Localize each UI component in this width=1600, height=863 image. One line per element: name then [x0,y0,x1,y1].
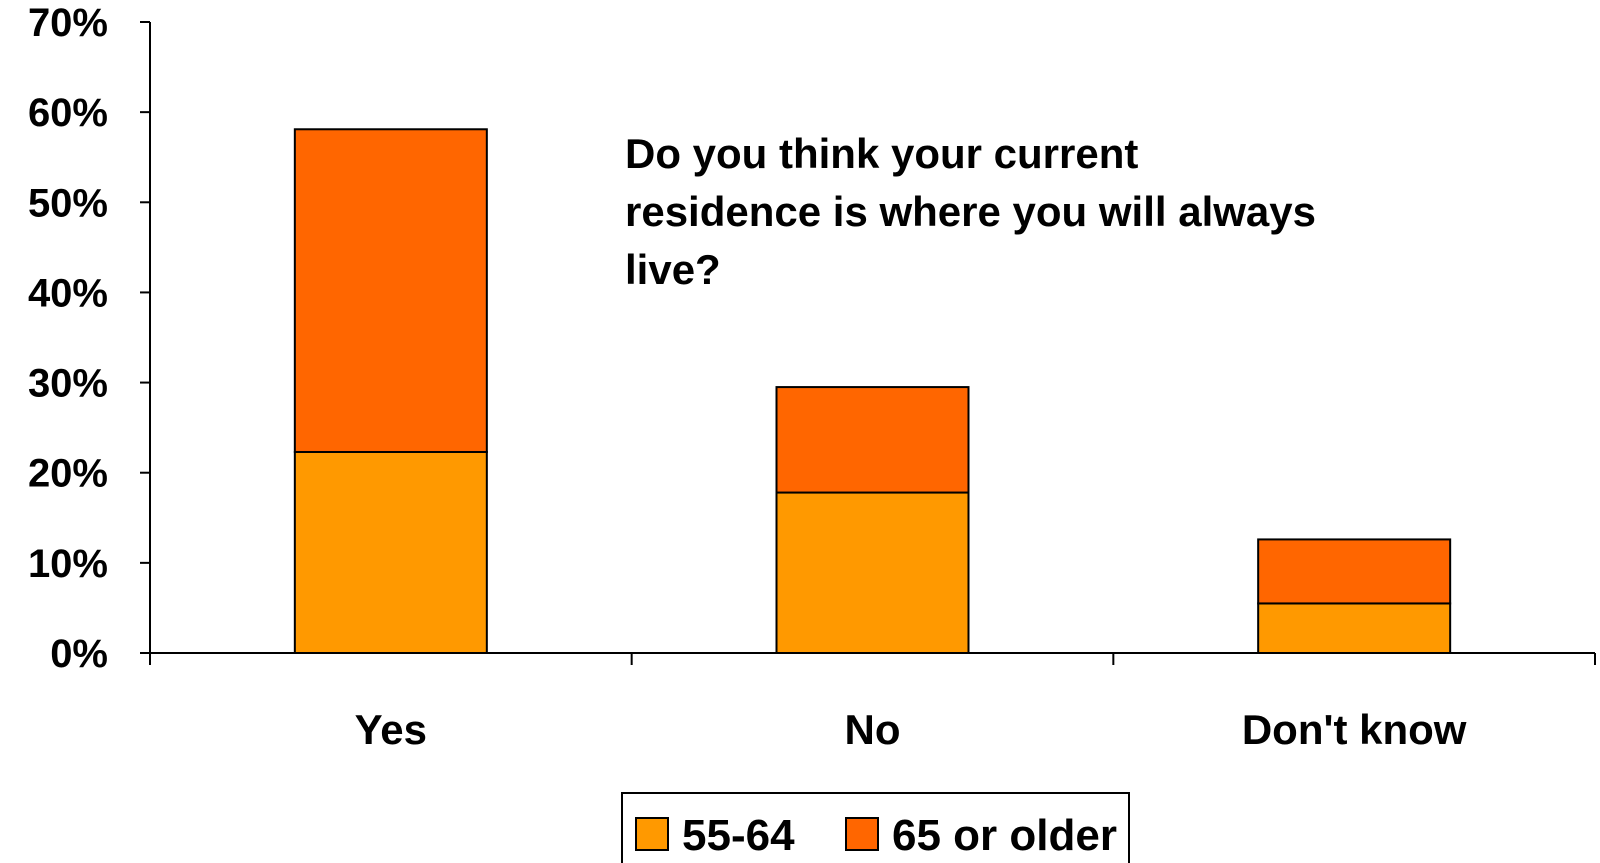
bar-65-or-older-yes [293,128,488,453]
legend-label: 65 or older [892,811,1117,860]
y-tick-label: 10% [28,542,108,586]
y-tick-label: 60% [28,91,108,135]
bar-65-or-older-no [775,386,970,494]
y-tick-label: 20% [28,452,108,496]
bar-65-or-older-don-t-know [1257,538,1452,605]
bars [293,128,1452,655]
chart-title: Do you think your current residence is wh… [625,130,1316,293]
chart-title-line: live? [625,246,721,293]
y-tick-label: 70% [28,1,108,45]
y-tick-label: 50% [28,181,108,225]
y-axis-ticks: 0% 10% 20% 30% 40% 50% 60% 70% [28,1,150,676]
legend-swatch [635,817,669,851]
y-tick-label: 30% [28,362,108,406]
legend-swatch [845,817,879,851]
y-tick-label: 0% [50,632,108,676]
x-axis-categories: Yes No Don't know [355,706,1467,753]
x-category-label: Don't know [1242,706,1467,753]
axes [149,22,1596,665]
bar-55-64-yes [293,450,488,654]
legend-label: 55-64 [682,811,795,860]
chart-title-line: Do you think your current [625,130,1138,177]
x-category-label: No [845,706,901,753]
y-tick-label: 40% [28,271,108,315]
bar-55-64-no [775,491,970,654]
chart-title-line: residence is where you will always [625,188,1316,235]
legend: 55-64 65 or older [621,792,1130,863]
bar-55-64-don-t-know [1257,602,1452,655]
x-category-label: Yes [355,706,427,753]
